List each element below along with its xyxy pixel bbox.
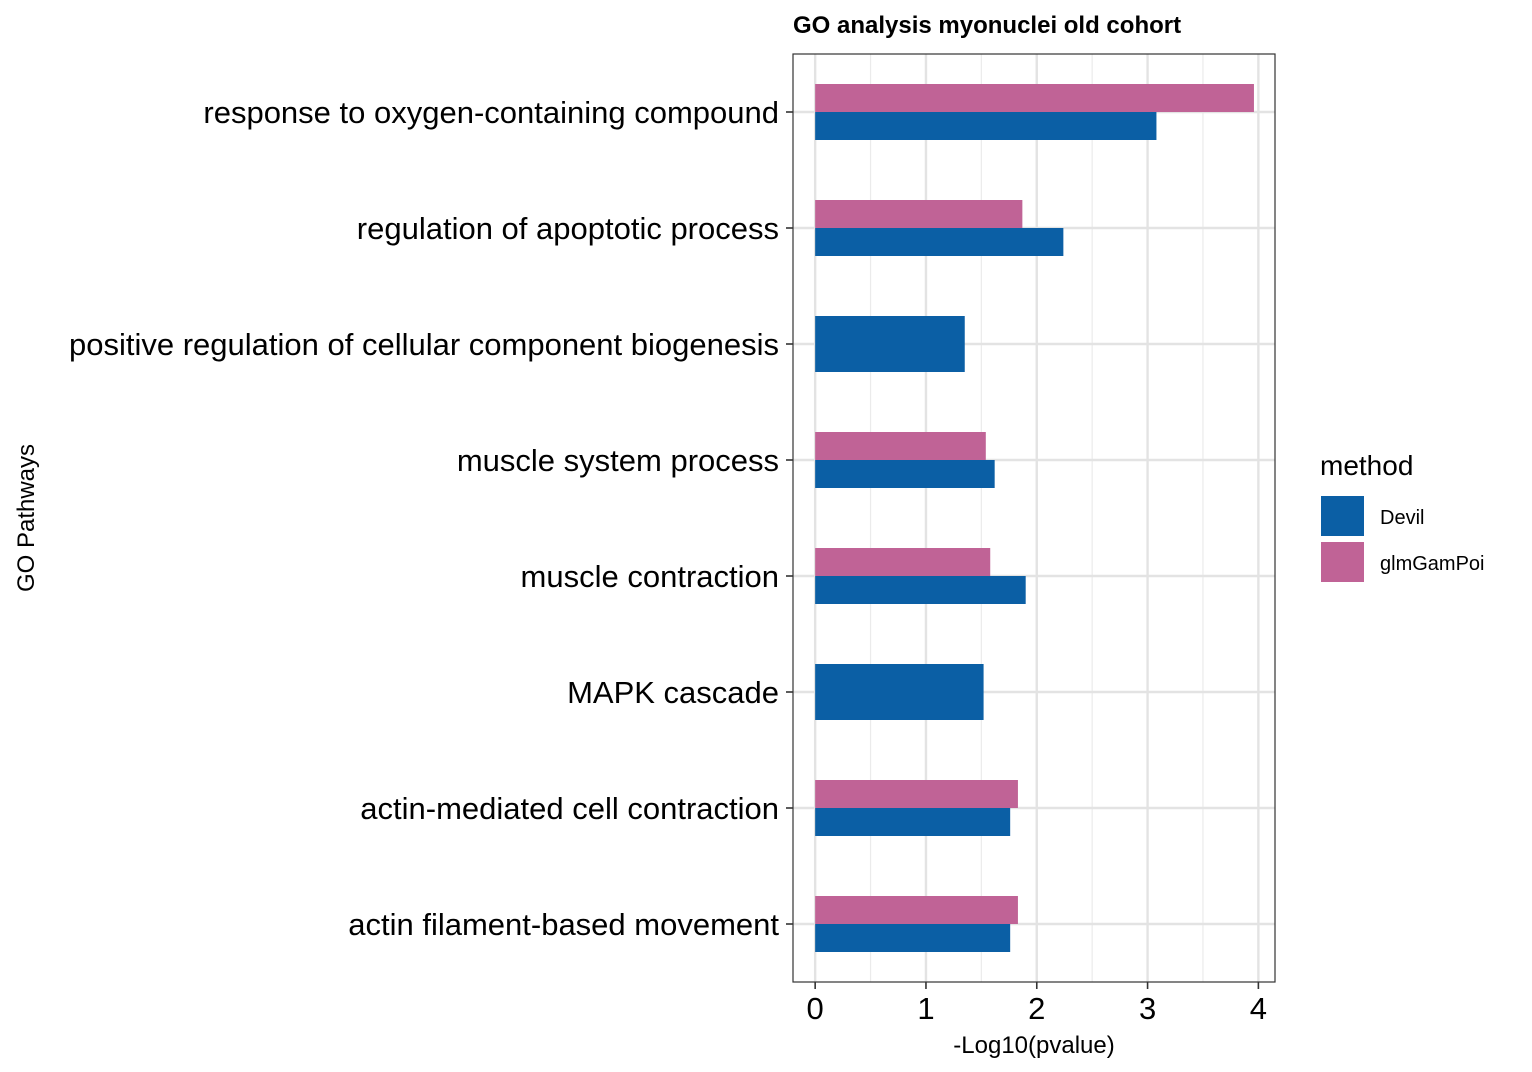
bar-devil	[815, 576, 1026, 604]
x-axis-title: -Log10(pvalue)	[953, 1032, 1114, 1059]
x-tick-label: 1	[917, 991, 934, 1026]
category-label: actin filament-based movement	[348, 907, 779, 942]
bar-glmgampoi	[815, 84, 1254, 112]
category-label: muscle contraction	[521, 559, 779, 594]
category-label: MAPK cascade	[567, 675, 779, 710]
x-tick-label: 3	[1139, 991, 1156, 1026]
bar-glmgampoi	[815, 548, 991, 576]
bar-glmgampoi	[815, 432, 986, 460]
legend-key-glmgampoi	[1321, 542, 1364, 582]
y-axis-title: GO Pathways	[13, 444, 40, 592]
bar-devil	[815, 112, 1157, 140]
y-axis: response to oxygen-containing compound re…	[69, 95, 793, 942]
bar-glmgampoi	[815, 896, 1018, 924]
legend-label-glmgampoi: glmGamPoi	[1380, 553, 1484, 575]
chart-title: GO analysis myonuclei old cohort	[793, 12, 1181, 39]
legend-key-devil	[1321, 496, 1364, 536]
category-label: response to oxygen-containing compound	[203, 95, 779, 130]
x-tick-label: 4	[1250, 991, 1267, 1026]
legend-label-devil: Devil	[1380, 507, 1424, 529]
category-label: regulation of apoptotic process	[357, 211, 779, 246]
legend: method Devil glmGamPoi	[1320, 450, 1484, 582]
panel-border	[792, 53, 1276, 983]
category-label: positive regulation of cellular componen…	[69, 327, 779, 362]
category-label: muscle system process	[457, 443, 779, 478]
bar-devil	[815, 808, 1011, 836]
grid	[793, 54, 1275, 982]
bar-devil	[815, 924, 1011, 952]
bar-devil	[815, 228, 1064, 256]
bar-devil	[815, 664, 984, 720]
x-axis: 0 1 2 3 4	[807, 982, 1267, 1026]
bar-glmgampoi	[815, 780, 1018, 808]
category-label: actin-mediated cell contraction	[360, 791, 779, 826]
bar-devil	[815, 460, 995, 488]
bar-devil	[815, 316, 965, 372]
x-tick-label: 0	[807, 991, 824, 1026]
legend-title: method	[1320, 450, 1413, 481]
bar-glmgampoi	[815, 200, 1023, 228]
bars	[815, 84, 1254, 952]
x-tick-label: 2	[1028, 991, 1045, 1026]
